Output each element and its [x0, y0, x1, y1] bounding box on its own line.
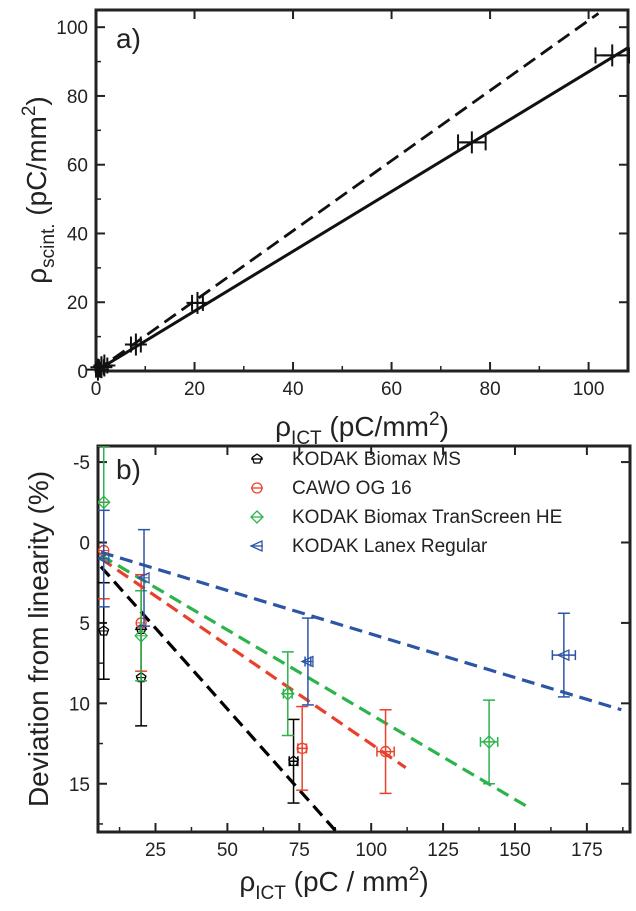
point-marker [482, 735, 497, 749]
fit-dashed-line [99, 557, 407, 769]
y-tick-label: 0 [79, 534, 90, 555]
y-axis-label-group: Deviation from linearity (%) [23, 471, 54, 807]
point-marker [251, 453, 263, 464]
data-point [186, 291, 209, 314]
legend-item: KODAK Lanex Regular [249, 536, 488, 557]
legend-item: CAWO OG 16 [251, 478, 412, 499]
x-tick-label: 0 [91, 379, 102, 400]
y-tick-label: 20 [67, 293, 88, 314]
x-axis-subscript: ICT [255, 883, 286, 904]
x-axis-unit: (pC/mm [322, 411, 429, 442]
x-tick-label: 125 [427, 840, 459, 861]
data-point [93, 354, 116, 377]
point-marker [135, 671, 147, 683]
data-point [124, 333, 147, 356]
x-axis-superscript: 2 [409, 864, 420, 885]
data-point [287, 718, 300, 804]
data-point [280, 651, 295, 737]
x-axis-close: ) [419, 866, 428, 897]
y-axis-subscript: scint. [38, 223, 59, 267]
legend-label: KODAK Biomax MS [292, 449, 461, 470]
point-marker [134, 628, 149, 643]
fit-solid-line [95, 46, 629, 373]
data-point [376, 709, 395, 795]
y-tick-label: 60 [67, 156, 88, 177]
x-tick-label: 60 [381, 379, 402, 400]
x-axis-close: ) [440, 411, 449, 442]
y-axis-superscript: 2 [19, 106, 40, 117]
legend-item: KODAK Biomax MS [251, 449, 461, 470]
x-axis-superscript: 2 [429, 409, 440, 430]
fit-dashed-line [100, 553, 531, 810]
data-point [457, 131, 487, 154]
plot-frame [96, 444, 632, 834]
x-tick-label: 50 [217, 840, 238, 861]
legend-label: CAWO OG 16 [292, 478, 412, 499]
data-point [594, 44, 630, 67]
data-point [136, 528, 151, 627]
plot-area [98, 446, 622, 832]
x-tick-label: 40 [282, 379, 303, 400]
panel-b: 25 50 75 100 125 150 175 -5 0 5 10 15 KODAK Biomax M… [23, 444, 632, 904]
data-point [551, 612, 577, 698]
point-marker [250, 510, 264, 524]
panel-label: b) [116, 454, 141, 485]
y-tick-label: -5 [73, 453, 90, 474]
x-tick-label: 100 [355, 840, 387, 861]
panel-label: a) [116, 23, 141, 54]
x-axis-subscript: ICT [291, 428, 322, 449]
y-axis-close: ) [21, 96, 52, 105]
point-marker [98, 495, 111, 510]
legend: KODAK Biomax MS CAWO OG 16 KODAK Biomax Tr… [249, 449, 562, 557]
x-axis-label: ρICT (pC/mm2) [275, 409, 449, 449]
x-axis-label: ρICT (pC / mm2) [239, 864, 428, 904]
y-tick-label: 10 [69, 694, 90, 715]
plot-frame [94, 8, 630, 373]
point-marker [280, 686, 295, 701]
point-marker [98, 625, 110, 636]
y-tick-label: 40 [67, 224, 88, 245]
data-point [134, 590, 149, 682]
y-tick-label: 0 [77, 362, 88, 383]
fit-dashed-line [100, 550, 622, 712]
y-tick-label: 80 [67, 87, 88, 108]
x-tick-label: 25 [145, 840, 166, 861]
y-tick-label: 15 [69, 775, 90, 796]
y-tick-label: 100 [56, 18, 88, 39]
x-axis-symbol: ρ [275, 411, 291, 442]
legend-item: KODAK Biomax TranScreen HE [250, 507, 562, 528]
x-axis-unit: (pC / mm [286, 866, 409, 897]
x-tick-label: 20 [184, 379, 205, 400]
identity-dashed-line [95, 12, 600, 373]
y-axis-symbol: ρ [21, 268, 52, 284]
y-axis-label: Deviation from linearity (%) [23, 471, 54, 807]
data-point [300, 617, 314, 706]
data-point [98, 509, 110, 608]
point-marker [288, 755, 300, 766]
data-point [296, 705, 309, 791]
legend-label: KODAK Lanex Regular [292, 536, 488, 557]
x-tick-label: 175 [571, 840, 603, 861]
x-tick-label: 100 [573, 379, 605, 400]
x-axis-symbol: ρ [239, 866, 255, 897]
y-axis-label-group: ρscint. (pC/mm2) [19, 96, 59, 284]
x-tick-label: 80 [480, 379, 501, 400]
y-axis-unit: (pC/mm [21, 116, 52, 223]
data-point [479, 699, 499, 785]
y-axis-label: ρscint. (pC/mm2) [19, 96, 59, 284]
y-tick-label: 5 [79, 614, 90, 635]
x-tick-label: 150 [499, 840, 531, 861]
x-tick-label: 75 [289, 840, 310, 861]
legend-label: KODAK Biomax TranScreen HE [292, 507, 562, 528]
